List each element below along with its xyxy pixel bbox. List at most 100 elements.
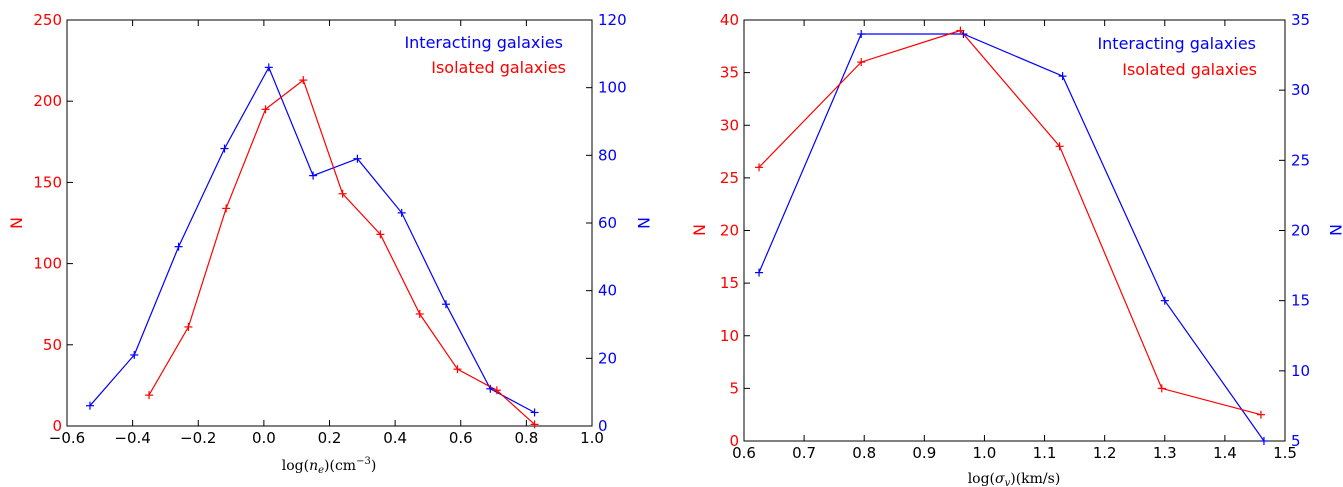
data-point-isolated-galaxies [1157,384,1166,393]
data-point-interacting-galaxies [130,350,139,359]
data-point-isolated-galaxies [376,230,385,239]
left-y-tick-label: 35 [720,64,739,82]
right-y-tick-label: 20 [1291,222,1310,240]
tick-marks [66,19,593,427]
x-axis-label: log(ne)(cm−3) [282,456,377,476]
data-point-isolated-galaxies [956,26,965,35]
left-y-tick-labels: 0 50 100 150 200 250 [33,11,62,435]
x-tick-label: 0.0 [252,429,276,447]
x-tick-label: −0.2 [180,429,216,447]
data-point-interacting-galaxies [1058,72,1067,81]
data-point-isolated-galaxies [261,105,270,114]
right-y-axis-label: N [634,217,653,229]
data-point-isolated-galaxies [492,386,501,395]
left-y-tick-label: 50 [43,336,62,354]
data-point-interacting-galaxies [264,63,273,72]
left-y-tick-label: 30 [720,116,739,134]
x-tick-label: 1.0 [580,429,604,447]
data-point-isolated-galaxies [338,189,347,198]
right-y-tick-label: 40 [598,282,617,300]
x-tick-labels: 0.6 0.7 0.8 0.9 1.0 1.1 1.2 1.3 1.4 1.5 [732,444,1297,462]
series-points [85,63,539,429]
legend-interacting: Interacting galaxies [404,33,563,52]
legend-isolated: Isolated galaxies [1122,60,1257,79]
data-point-isolated-galaxies [184,322,193,331]
data-point-interacting-galaxies [309,171,318,180]
panel-electron-density: −0.6 −0.4 −0.2 0.0 0.2 0.4 0.6 0.8 1.0 0 50 100 150… [7,11,653,476]
x-tick-label: 0.8 [852,444,876,462]
x-tick-label: 0.4 [383,429,407,447]
tick-marks [743,19,1286,442]
x-tick-label: −0.6 [49,429,85,447]
series-lines [89,66,536,425]
x-tick-label: 0.8 [514,429,538,447]
left-y-tick-label: 25 [720,169,739,187]
plot-frame [66,19,593,427]
x-tick-label: 0.2 [318,429,342,447]
right-y-tick-label: 10 [1291,362,1310,380]
plot-frame [743,19,1286,442]
x-tick-label: 1.3 [1153,444,1177,462]
left-y-tick-label: 100 [33,255,62,273]
series-line-isolated-galaxies [758,29,1262,416]
legend-interacting: Interacting galaxies [1097,34,1256,53]
right-y-tick-label: 5 [1291,432,1301,450]
data-point-isolated-galaxies [755,163,764,172]
data-point-interacting-galaxies [85,401,94,410]
left-y-tick-labels: 0 5 10 15 20 25 30 35 40 [720,11,739,450]
x-tick-label: −0.4 [114,429,150,447]
x-tick-labels: −0.6 −0.4 −0.2 0.0 0.2 0.4 0.6 0.8 1.0 [49,429,604,447]
series-line-interacting-galaxies [758,33,1265,442]
right-y-tick-label: 100 [598,79,627,97]
data-point-isolated-galaxies [453,365,462,374]
left-y-tick-label: 40 [720,11,739,29]
data-point-isolated-galaxies [530,420,539,429]
x-tick-label: 1.2 [1093,444,1117,462]
right-y-tick-label: 20 [598,349,617,367]
left-y-axis-label: N [690,224,709,236]
legend-isolated: Isolated galaxies [431,58,566,77]
data-point-interacting-galaxies [755,268,764,277]
x-tick-label: 1.4 [1213,444,1237,462]
data-point-interacting-galaxies [1160,296,1169,305]
right-y-tick-labels: 5 10 15 20 25 30 35 [1291,11,1310,450]
data-point-isolated-galaxies [299,76,308,85]
series-points [755,26,1268,445]
right-y-tick-label: 15 [1291,292,1310,310]
x-tick-label: 1.0 [973,444,997,462]
data-point-interacting-galaxies [353,154,362,163]
data-point-interacting-galaxies [397,208,406,217]
x-axis-label: log(σv)(km/s) [968,471,1061,487]
data-point-interacting-galaxies [857,30,866,39]
right-y-axis-label: N [1326,224,1343,236]
right-y-tick-label: 120 [598,11,627,29]
left-y-tick-label: 5 [729,379,739,397]
data-point-interacting-galaxies [174,242,183,251]
data-point-interacting-galaxies [220,144,229,153]
right-y-tick-label: 60 [598,214,617,232]
left-y-tick-label: 10 [720,327,739,345]
data-point-isolated-galaxies [857,58,866,67]
right-y-tick-label: 25 [1291,151,1310,169]
x-tick-label: 0.9 [912,444,936,462]
data-point-interacting-galaxies [441,300,450,309]
left-y-tick-label: 0 [729,432,739,450]
data-point-isolated-galaxies [1256,410,1265,419]
data-point-isolated-galaxies [222,204,231,213]
series-lines [758,29,1265,442]
left-y-tick-label: 15 [720,274,739,292]
x-tick-label: 1.1 [1033,444,1057,462]
right-y-tick-label: 0 [598,417,608,435]
panel-velocity-dispersion: 0.6 0.7 0.8 0.9 1.0 1.1 1.2 1.3 1.4 1.5 0 5 10 15 20 2… [690,11,1343,487]
right-y-tick-label: 80 [598,146,617,164]
right-y-tick-label: 30 [1291,81,1310,99]
x-tick-label: 0.7 [792,444,816,462]
data-point-isolated-galaxies [1055,142,1064,151]
x-tick-label: 1.5 [1273,444,1297,462]
right-y-tick-labels: 0 20 40 60 80 100 120 [598,11,627,435]
data-point-interacting-galaxies [530,408,539,417]
data-point-interacting-galaxies [486,384,495,393]
right-y-tick-label: 35 [1291,11,1310,29]
left-y-tick-label: 0 [52,417,62,435]
